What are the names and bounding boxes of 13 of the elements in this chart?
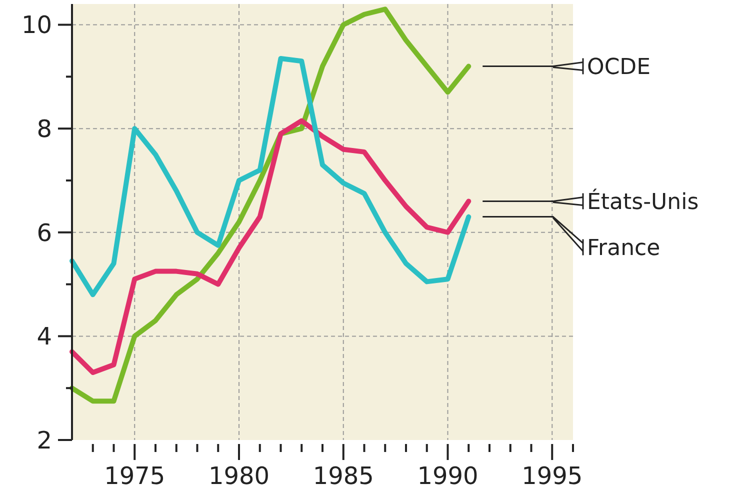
y-tick-label: 6 <box>36 218 52 247</box>
y-tick-label: 2 <box>36 426 52 454</box>
y-tick-label: 4 <box>36 322 52 351</box>
x-tick-label: 1990 <box>417 462 478 490</box>
y-tick-label: 10 <box>21 11 52 40</box>
text: France <box>587 236 660 261</box>
x-tick-label: 1975 <box>104 462 166 490</box>
x-tick-label: 1995 <box>522 462 583 490</box>
text: États-Unis <box>587 188 699 215</box>
x-tick-label: 1980 <box>208 462 270 490</box>
text: OCDE <box>587 54 651 80</box>
y-tick-label: 8 <box>36 114 52 143</box>
x-tick-label: 1985 <box>312 462 374 490</box>
